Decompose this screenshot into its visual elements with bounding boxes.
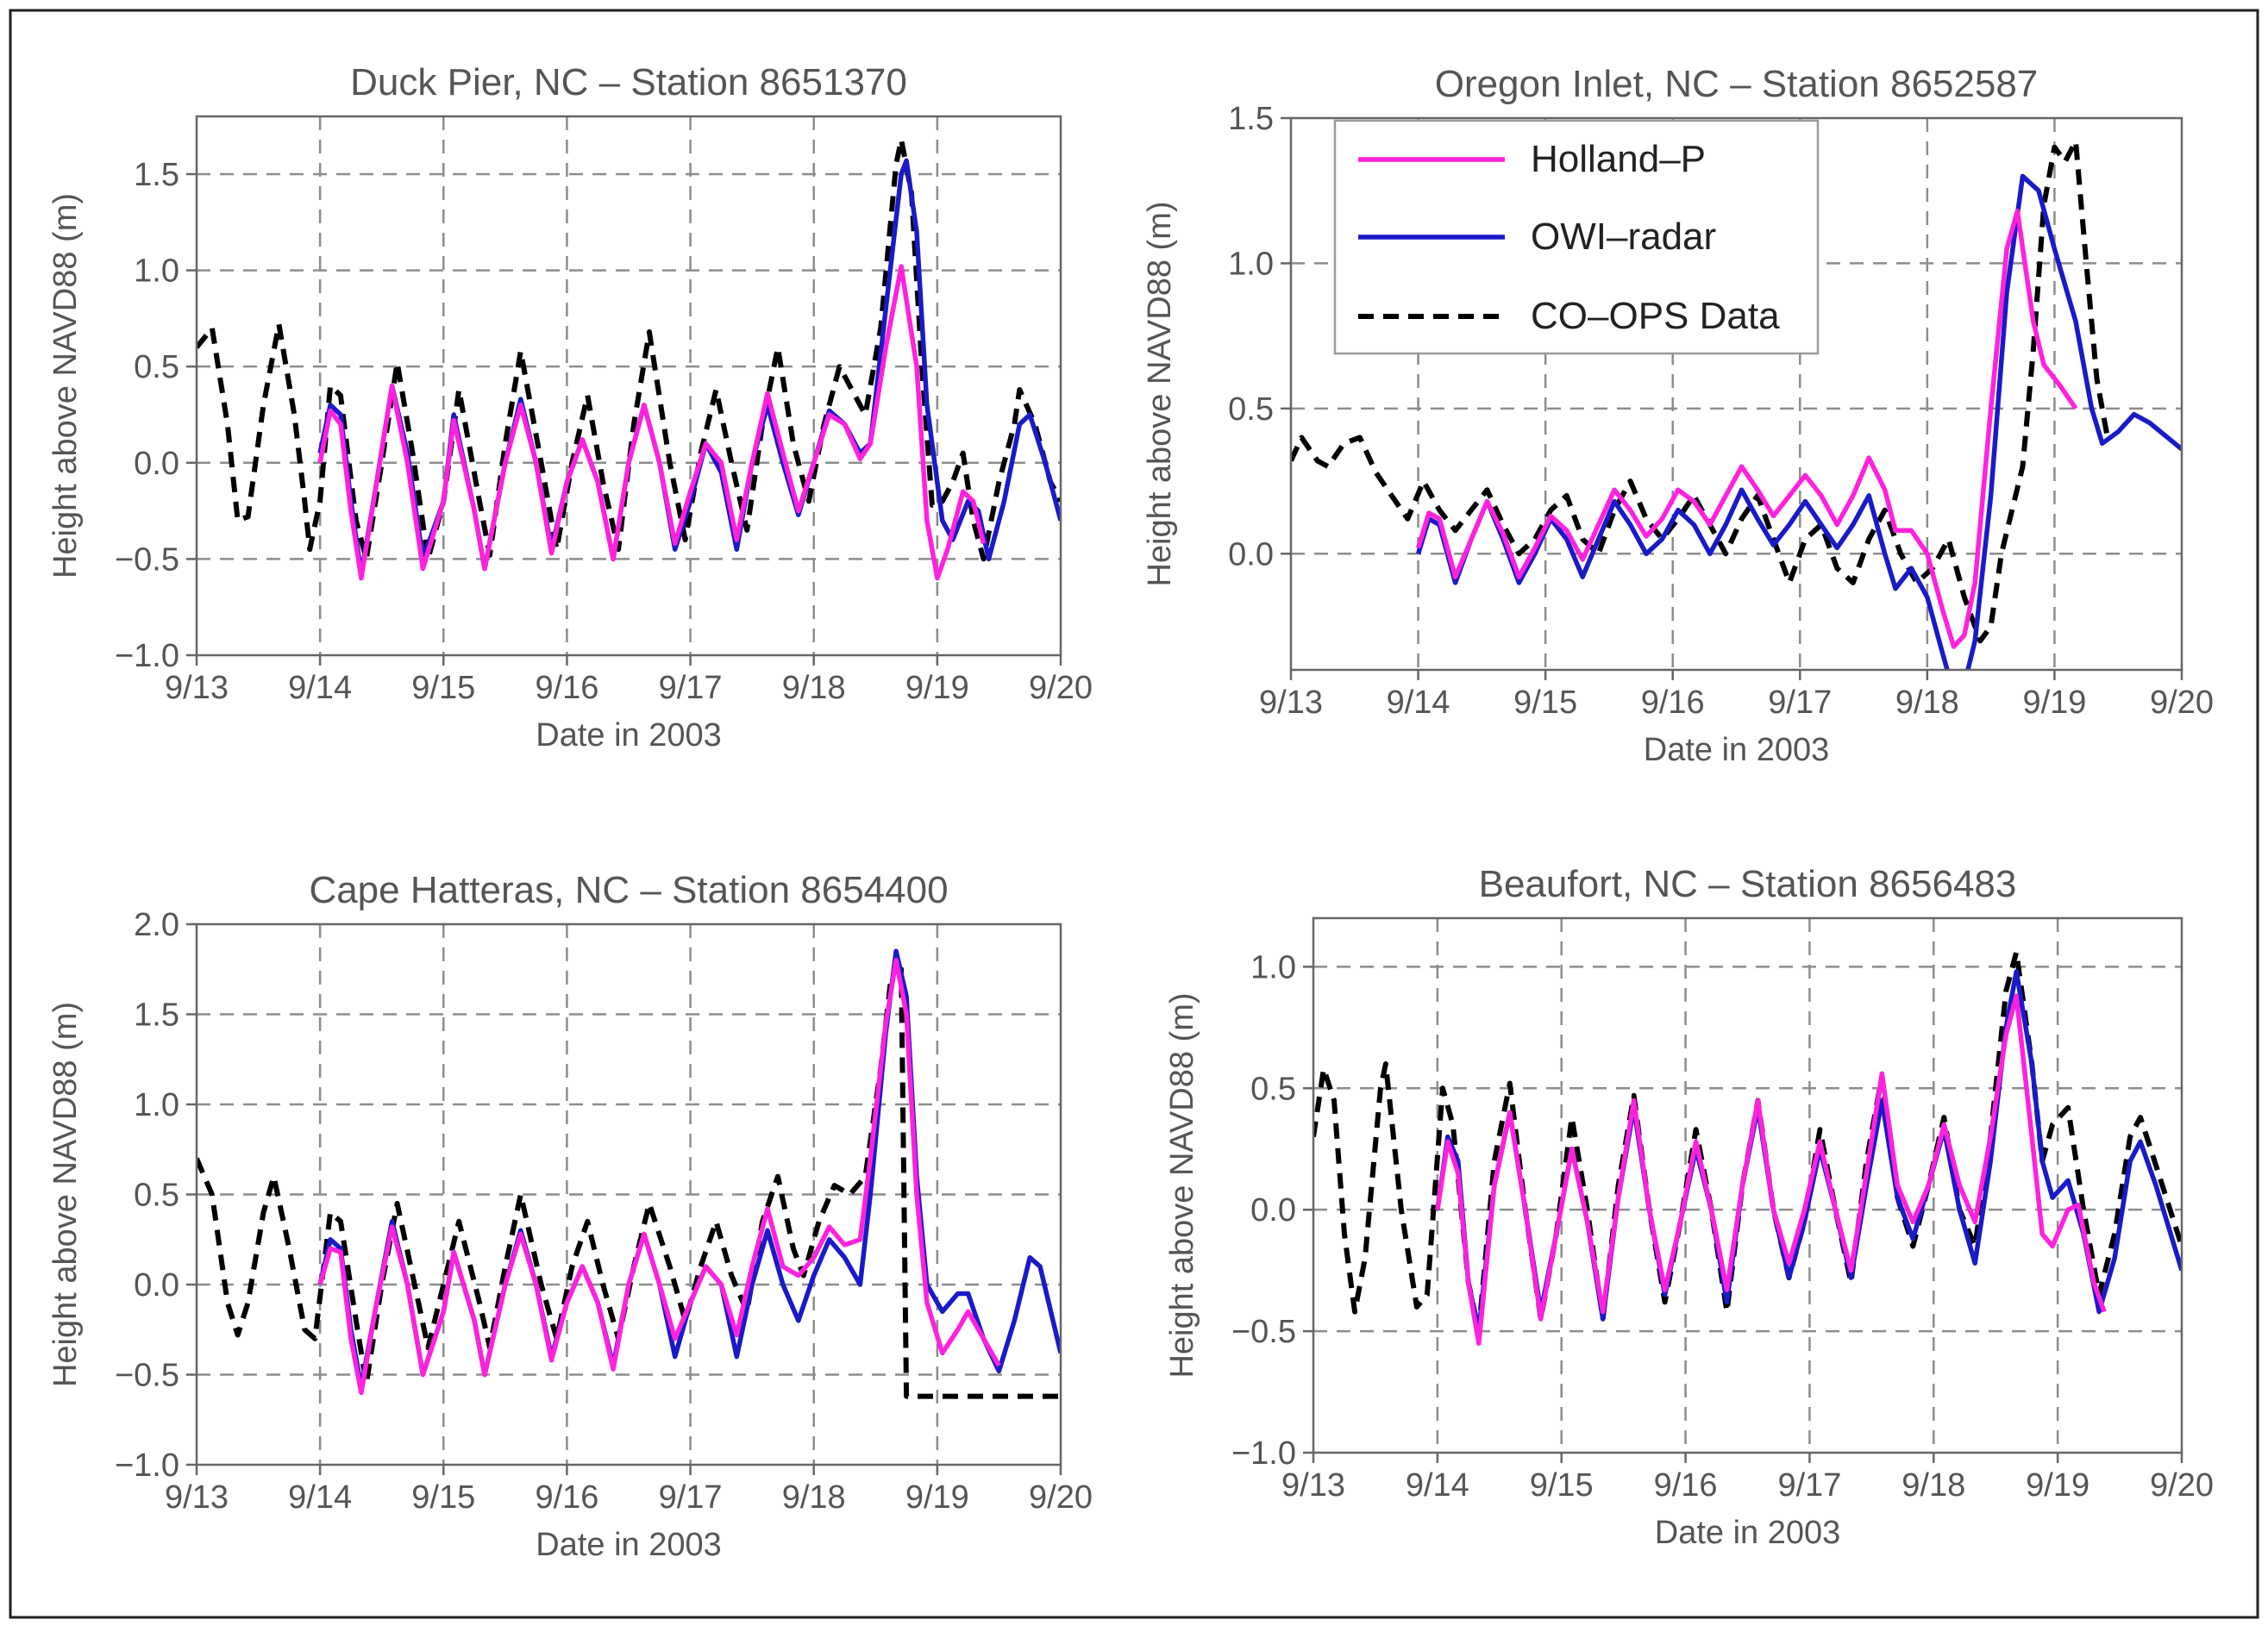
x-tick-label: 9/18 xyxy=(782,1479,846,1516)
x-tick-label: 9/17 xyxy=(1768,685,1832,721)
x-tick-label: 9/16 xyxy=(1641,685,1705,721)
y-tick-label: 1.0 xyxy=(1228,246,1274,282)
series-group xyxy=(197,136,1061,581)
panel-title: Oregon Inlet, NC – Station 8652587 xyxy=(1435,63,2039,105)
panel-title: Cape Hatteras, NC – Station 8654400 xyxy=(309,869,948,911)
y-tick-label: 1.0 xyxy=(1250,949,1296,985)
legend: Holland–P OWI–radar CO–OPS Data xyxy=(1333,119,1820,355)
x-tick-label: 9/15 xyxy=(411,670,475,706)
series-line-holland-p xyxy=(317,264,987,581)
y-tick-label: 0.5 xyxy=(1250,1071,1296,1107)
x-tick-label: 9/20 xyxy=(1029,670,1093,706)
legend-label: CO–OPS Data xyxy=(1531,295,1780,337)
y-tick-label: −1.0 xyxy=(115,1448,179,1484)
series-line-holland-p xyxy=(317,958,1001,1396)
panel-title: Beaufort, NC – Station 8656483 xyxy=(1479,863,2017,905)
legend-entry-owi: OWI–radar xyxy=(1358,216,1716,258)
x-tick-label: 9/17 xyxy=(659,1479,723,1516)
series-group xyxy=(197,948,1061,1399)
y-axis-label: Height above NAVD88 (m) xyxy=(1142,201,1178,586)
x-tick-label: 9/18 xyxy=(1895,685,1959,721)
x-tick-label: 9/14 xyxy=(288,1479,352,1516)
x-tick-label: 9/14 xyxy=(1387,685,1450,721)
x-tick-label: 9/19 xyxy=(2026,1467,2089,1504)
legend-entry-holland: Holland–P xyxy=(1358,138,1706,180)
legend-entry-coops: CO–OPS Data xyxy=(1358,295,1780,337)
x-tick-label: 9/13 xyxy=(1259,685,1323,721)
panel-duck-pier: Duck Pier, NC – Station 8651370 Date in … xyxy=(47,61,1093,753)
series-group xyxy=(1313,949,2182,1346)
x-tick-label: 9/13 xyxy=(165,670,229,706)
y-tick-label: 0.0 xyxy=(1250,1192,1296,1229)
x-tick-label: 9/14 xyxy=(1406,1467,1469,1504)
x-tick-label: 9/19 xyxy=(2022,685,2086,721)
x-tick-label: 9/20 xyxy=(1029,1479,1093,1516)
y-tick-label: 1.5 xyxy=(1228,101,1274,137)
series-group xyxy=(1291,138,2182,670)
panel-cape-hatteras: Cape Hatteras, NC – Station 8654400 Date… xyxy=(47,869,1093,1563)
y-tick-label: −0.5 xyxy=(115,541,179,578)
y-tick-label: −0.5 xyxy=(115,1358,179,1394)
axes-frame xyxy=(1312,916,2183,1454)
series-line-co-ops-data xyxy=(1291,138,2110,644)
series-line-holland-p xyxy=(1415,209,2078,649)
y-tick-label: 0.0 xyxy=(1228,536,1274,572)
y-tick-label: 1.0 xyxy=(134,253,179,290)
y-tick-label: 0.0 xyxy=(134,446,179,482)
x-tick-label: 9/15 xyxy=(1530,1467,1594,1504)
x-tick-label: 9/16 xyxy=(1654,1467,1718,1504)
legend-label: Holland–P xyxy=(1531,138,1706,180)
y-tick-label: 0.0 xyxy=(134,1267,179,1304)
x-tick-label: 9/13 xyxy=(1281,1467,1345,1504)
legend-label: OWI–radar xyxy=(1531,216,1716,258)
x-tick-label: 9/13 xyxy=(165,1479,229,1516)
plot-area xyxy=(197,116,1061,655)
y-tick-label: 0.5 xyxy=(134,1178,179,1214)
axes-frame xyxy=(1289,116,2183,672)
y-axis-label: Height above NAVD88 (m) xyxy=(47,193,84,578)
x-axis-label: Date in 2003 xyxy=(536,1527,722,1563)
x-tick-label: 9/16 xyxy=(535,1479,598,1516)
x-axis-label: Date in 2003 xyxy=(1644,732,1830,768)
panel-beaufort: Beaufort, NC – Station 8656483 Date in 2… xyxy=(1164,863,2214,1551)
series-line-holland-p xyxy=(1435,993,2107,1346)
y-tick-label: 1.5 xyxy=(134,157,179,193)
y-tick-label: 2.0 xyxy=(134,907,179,943)
y-axis-label: Height above NAVD88 (m) xyxy=(1164,992,1200,1378)
x-tick-label: 9/15 xyxy=(411,1479,475,1516)
x-tick-label: 9/19 xyxy=(905,670,969,706)
axes-frame xyxy=(195,115,1062,657)
x-tick-label: 9/17 xyxy=(659,670,723,706)
x-tick-label: 9/18 xyxy=(1901,1467,1965,1504)
x-axis-label: Date in 2003 xyxy=(1655,1515,1841,1551)
panel-oregon-inlet: Oregon Inlet, NC – Station 8652587 Date … xyxy=(1142,63,2214,768)
y-tick-label: 0.5 xyxy=(134,349,179,385)
x-tick-label: 9/20 xyxy=(2150,1467,2214,1504)
x-tick-label: 9/16 xyxy=(535,670,598,706)
x-tick-label: 9/15 xyxy=(1513,685,1577,721)
x-tick-label: 9/18 xyxy=(782,670,846,706)
x-tick-label: 9/19 xyxy=(905,1479,969,1516)
y-tick-label: 1.5 xyxy=(134,997,179,1034)
y-tick-label: −1.0 xyxy=(115,638,179,674)
series-line-owi-radar xyxy=(1415,173,2182,670)
x-tick-label: 9/17 xyxy=(1777,1467,1841,1504)
y-tick-label: −0.5 xyxy=(1231,1314,1296,1350)
y-tick-label: −1.0 xyxy=(1231,1435,1296,1472)
y-axis-label: Height above NAVD88 (m) xyxy=(47,1002,84,1387)
panel-title: Duck Pier, NC – Station 8651370 xyxy=(350,61,907,103)
y-tick-label: 0.5 xyxy=(1228,391,1274,428)
y-tick-label: 1.0 xyxy=(134,1087,179,1123)
x-tick-label: 9/20 xyxy=(2150,685,2214,721)
x-axis-label: Date in 2003 xyxy=(536,717,722,753)
x-tick-label: 9/14 xyxy=(288,670,352,706)
